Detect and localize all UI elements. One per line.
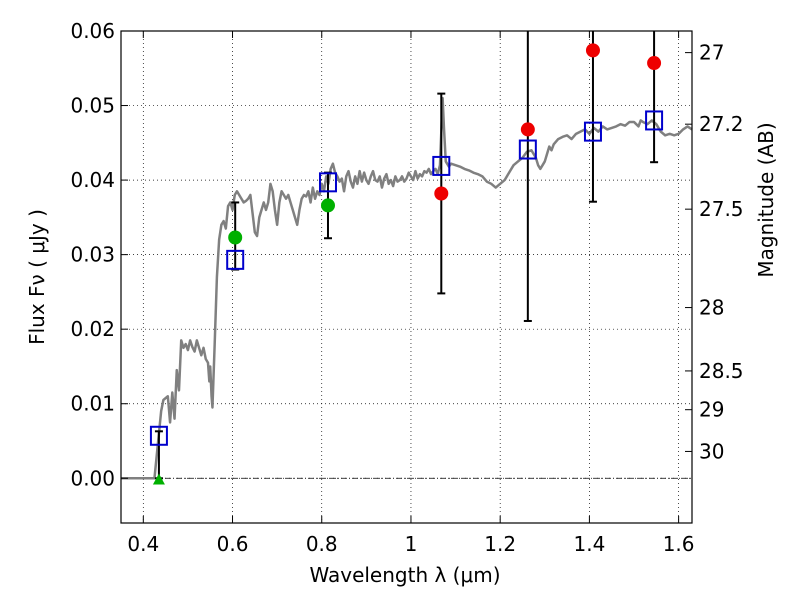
magnitude-tick-label: 30 — [699, 439, 724, 463]
x-tick-labels: 0.4 0.6 0.8 1 1.2 1.4 1.6 — [127, 532, 694, 556]
y-tick-label: 0.04 — [70, 168, 115, 192]
magnitude-tick-label: 27.2 — [699, 112, 744, 136]
y-tick-label: 0.05 — [70, 94, 115, 118]
model-band-flux-square — [432, 155, 451, 176]
non-detection-point — [520, 122, 535, 137]
error-bars — [154, 31, 659, 480]
y-tick-label: 0.03 — [70, 243, 115, 267]
magnitude-tick-label: 27.5 — [699, 197, 744, 221]
non-detection-point — [585, 43, 600, 58]
x-tick-label: 0.6 — [217, 532, 249, 556]
model-band-flux-square — [318, 172, 337, 193]
x-tick-label: 1 — [405, 532, 418, 556]
x-axis-title: Wavelength λ (μm) — [309, 563, 500, 587]
y-tick-label: 0.00 — [70, 466, 115, 490]
non-detection-point — [647, 56, 662, 71]
y2-axis-title: Magnitude (AB) — [754, 122, 778, 277]
model-spectrum-line — [121, 96, 693, 480]
x-tick-label: 1.6 — [663, 532, 695, 556]
photometry-markers — [149, 43, 664, 485]
grid-lines — [121, 30, 692, 523]
x-tick-label: 1.2 — [484, 532, 516, 556]
y-tick-label: 0.01 — [70, 392, 115, 416]
y-tick-label: 0.06 — [70, 19, 115, 43]
y-tick-labels: 0.00 0.01 0.02 0.03 0.04 0.05 0.06 — [70, 19, 115, 490]
model-band-flux-square — [645, 110, 664, 131]
detection-point — [228, 230, 243, 245]
magnitude-tick-label: 29 — [699, 398, 724, 422]
model-band-flux-square — [226, 249, 245, 270]
x-tick-label: 0.4 — [127, 532, 159, 556]
x-tick-label: 1.4 — [573, 532, 605, 556]
y-axis-title: Flux Fν ( μJy ) — [25, 209, 49, 345]
non-detection-point — [434, 186, 449, 201]
magnitude-tick-labels: 27 27.2 27.5 28 28.5 29 30 — [699, 41, 744, 464]
magnitude-tick-label: 28.5 — [699, 359, 744, 383]
magnitude-tick-label: 28 — [699, 296, 724, 320]
axis-ticks — [121, 30, 692, 523]
model-band-flux-square — [518, 139, 537, 160]
y-tick-label: 0.02 — [70, 317, 115, 341]
model-band-flux-square — [583, 121, 602, 142]
magnitude-tick-label: 27 — [699, 41, 724, 65]
plot-frame — [120, 30, 693, 524]
x-tick-label: 0.8 — [306, 532, 338, 556]
detection-point — [320, 198, 335, 213]
model-band-flux-square — [149, 425, 168, 446]
model-spectrum — [121, 96, 693, 480]
zero-flux-triangle — [152, 473, 165, 485]
